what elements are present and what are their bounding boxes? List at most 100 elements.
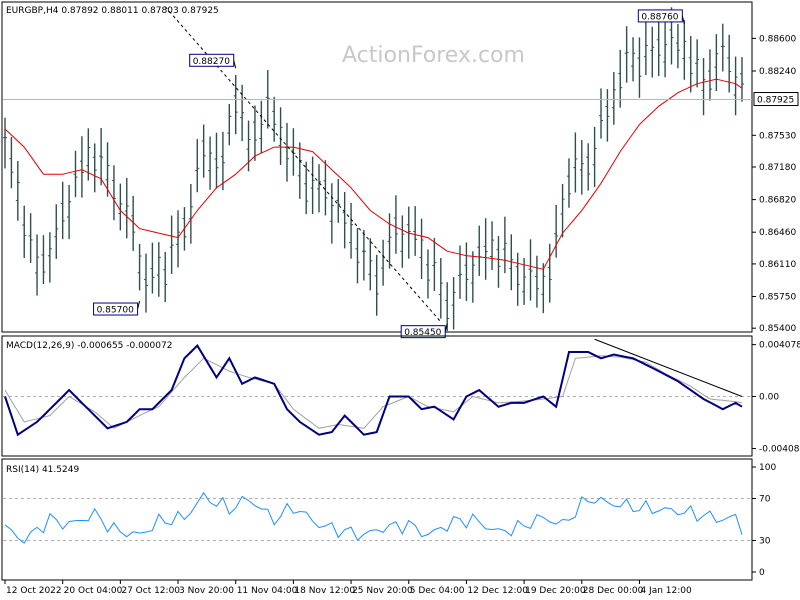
price-bar bbox=[528, 239, 533, 301]
price-bar bbox=[92, 143, 97, 193]
price-bar bbox=[137, 243, 142, 291]
price-bar bbox=[336, 178, 341, 223]
price-bar bbox=[118, 183, 123, 231]
time-tick-label: 20 Oct 04:00 bbox=[64, 586, 123, 596]
price-axis-tick-label: 0.87180 bbox=[759, 163, 796, 173]
price-bar bbox=[554, 205, 559, 258]
rsi-levels bbox=[3, 498, 752, 541]
price-bar bbox=[342, 192, 347, 249]
price-bar bbox=[99, 127, 104, 186]
time-tick-label: 4 Jan 12:00 bbox=[640, 586, 692, 596]
price-bar bbox=[592, 126, 597, 188]
price-bar bbox=[310, 156, 315, 214]
price-bar bbox=[534, 255, 539, 308]
price-bar bbox=[28, 213, 33, 263]
price-bar bbox=[502, 216, 507, 274]
price-level-label: 0.85700 bbox=[93, 300, 141, 316]
price-bar bbox=[470, 251, 475, 303]
price-panel: EURGBP,H4 0.87892 0.88011 0.87803 0.8792… bbox=[1, 1, 799, 339]
price-axis-tick-label: 0.88600 bbox=[759, 34, 796, 44]
price-bar bbox=[259, 100, 264, 154]
price-bar bbox=[432, 237, 437, 292]
price-bar bbox=[201, 124, 206, 178]
price-axis-tick-label: 0.86110 bbox=[759, 260, 796, 270]
price-bar bbox=[304, 161, 309, 215]
price-axis-tick-label: 0.87530 bbox=[759, 131, 796, 141]
price-bar bbox=[624, 26, 629, 83]
price-level-text: 0.88270 bbox=[193, 57, 230, 67]
price-bar bbox=[675, 23, 680, 69]
price-bar bbox=[490, 221, 495, 270]
price-bar bbox=[214, 132, 219, 189]
macd-axis-tick-label: -0.004089 bbox=[759, 445, 800, 455]
time-tick-label: 12 Oct 2022 bbox=[6, 586, 62, 596]
macd-panel: MACD(12,26,9) -0.000655 -0.000072 0.0040… bbox=[1, 335, 800, 457]
time-axis: 12 Oct 2022 20 Oct 04:00 27 Oct 12:00 3 Nov… bbox=[4, 580, 692, 596]
price-y-axis: 0.88600 0.88240 0.87530 0.87180 0.86820 0.864… bbox=[752, 34, 796, 334]
price-axis-tick-label: 0.88240 bbox=[759, 67, 796, 77]
last-price-tag-text: 0.87925 bbox=[757, 96, 794, 106]
price-bar bbox=[278, 107, 283, 165]
price-bar bbox=[233, 75, 238, 135]
price-bar bbox=[47, 232, 52, 283]
price-bar bbox=[35, 234, 40, 296]
price-bar bbox=[605, 89, 610, 142]
price-level-label: 0.88270 bbox=[189, 53, 237, 69]
price-bar bbox=[547, 243, 552, 303]
last-price-tag-box bbox=[753, 92, 799, 107]
price-bar bbox=[169, 215, 174, 275]
rsi-y-axis: 100 70 30 0 bbox=[752, 463, 776, 578]
price-bar bbox=[483, 218, 488, 280]
price-bar bbox=[740, 57, 744, 102]
price-bar bbox=[208, 136, 213, 190]
price-bar bbox=[150, 242, 155, 294]
rsi-panel-frame bbox=[1, 458, 753, 581]
rsi-axis-tick-label: 30 bbox=[759, 537, 771, 547]
price-bar bbox=[701, 58, 706, 116]
price-bar bbox=[317, 164, 322, 213]
price-bar bbox=[86, 128, 91, 181]
price-bar bbox=[586, 143, 591, 191]
macd-axis-tick-label: 0.00 bbox=[759, 393, 779, 403]
price-bar bbox=[156, 242, 161, 297]
moving-average-line bbox=[4, 78, 743, 270]
price-bar bbox=[105, 142, 110, 197]
price-bar bbox=[195, 139, 200, 193]
price-bar bbox=[73, 150, 78, 198]
time-tick-label: 25 Nov 20:00 bbox=[352, 586, 413, 596]
price-bar bbox=[79, 136, 84, 198]
price-bar bbox=[425, 249, 430, 299]
price-panel-header: EURGBP,H4 0.87892 0.88011 0.87803 0.8792… bbox=[6, 6, 219, 16]
price-bar bbox=[522, 257, 527, 305]
price-bar bbox=[111, 165, 116, 221]
time-tick-label: 12 Dec 12:00 bbox=[467, 586, 528, 596]
price-bar bbox=[413, 206, 418, 256]
price-bar bbox=[67, 184, 72, 240]
price-bar bbox=[438, 258, 443, 319]
price-trendline bbox=[164, 6, 442, 323]
price-bar bbox=[451, 277, 456, 330]
price-bar bbox=[361, 229, 366, 281]
price-bar bbox=[643, 21, 648, 76]
price-bar bbox=[60, 181, 65, 240]
rsi-panel-title: RSI(14) 41.5249 bbox=[6, 465, 79, 475]
price-bar bbox=[387, 213, 392, 269]
macd-panel-title: MACD(12,26,9) -0.000655 -0.000072 bbox=[6, 341, 172, 351]
price-bar bbox=[252, 105, 257, 161]
price-bar bbox=[560, 184, 565, 238]
price-bar bbox=[400, 215, 405, 268]
price-annotations: 0.88270 0.85700 0.85450 0.88760 bbox=[93, 9, 685, 339]
macd-line bbox=[4, 343, 743, 437]
price-bar bbox=[496, 236, 501, 288]
price-bar bbox=[688, 36, 693, 93]
price-axis-tick-label: 0.85400 bbox=[759, 324, 796, 334]
price-bar bbox=[618, 49, 623, 108]
price-bar bbox=[566, 158, 571, 208]
price-bar bbox=[695, 39, 700, 88]
watermark: ActionForex.com bbox=[342, 43, 525, 68]
price-axis-tick-label: 0.85750 bbox=[759, 292, 796, 302]
price-bar bbox=[246, 120, 251, 172]
price-bar bbox=[393, 195, 398, 254]
rsi-panel: RSI(14) 41.5249 100 70 30 0 bbox=[1, 458, 776, 581]
rsi-line bbox=[4, 491, 743, 544]
